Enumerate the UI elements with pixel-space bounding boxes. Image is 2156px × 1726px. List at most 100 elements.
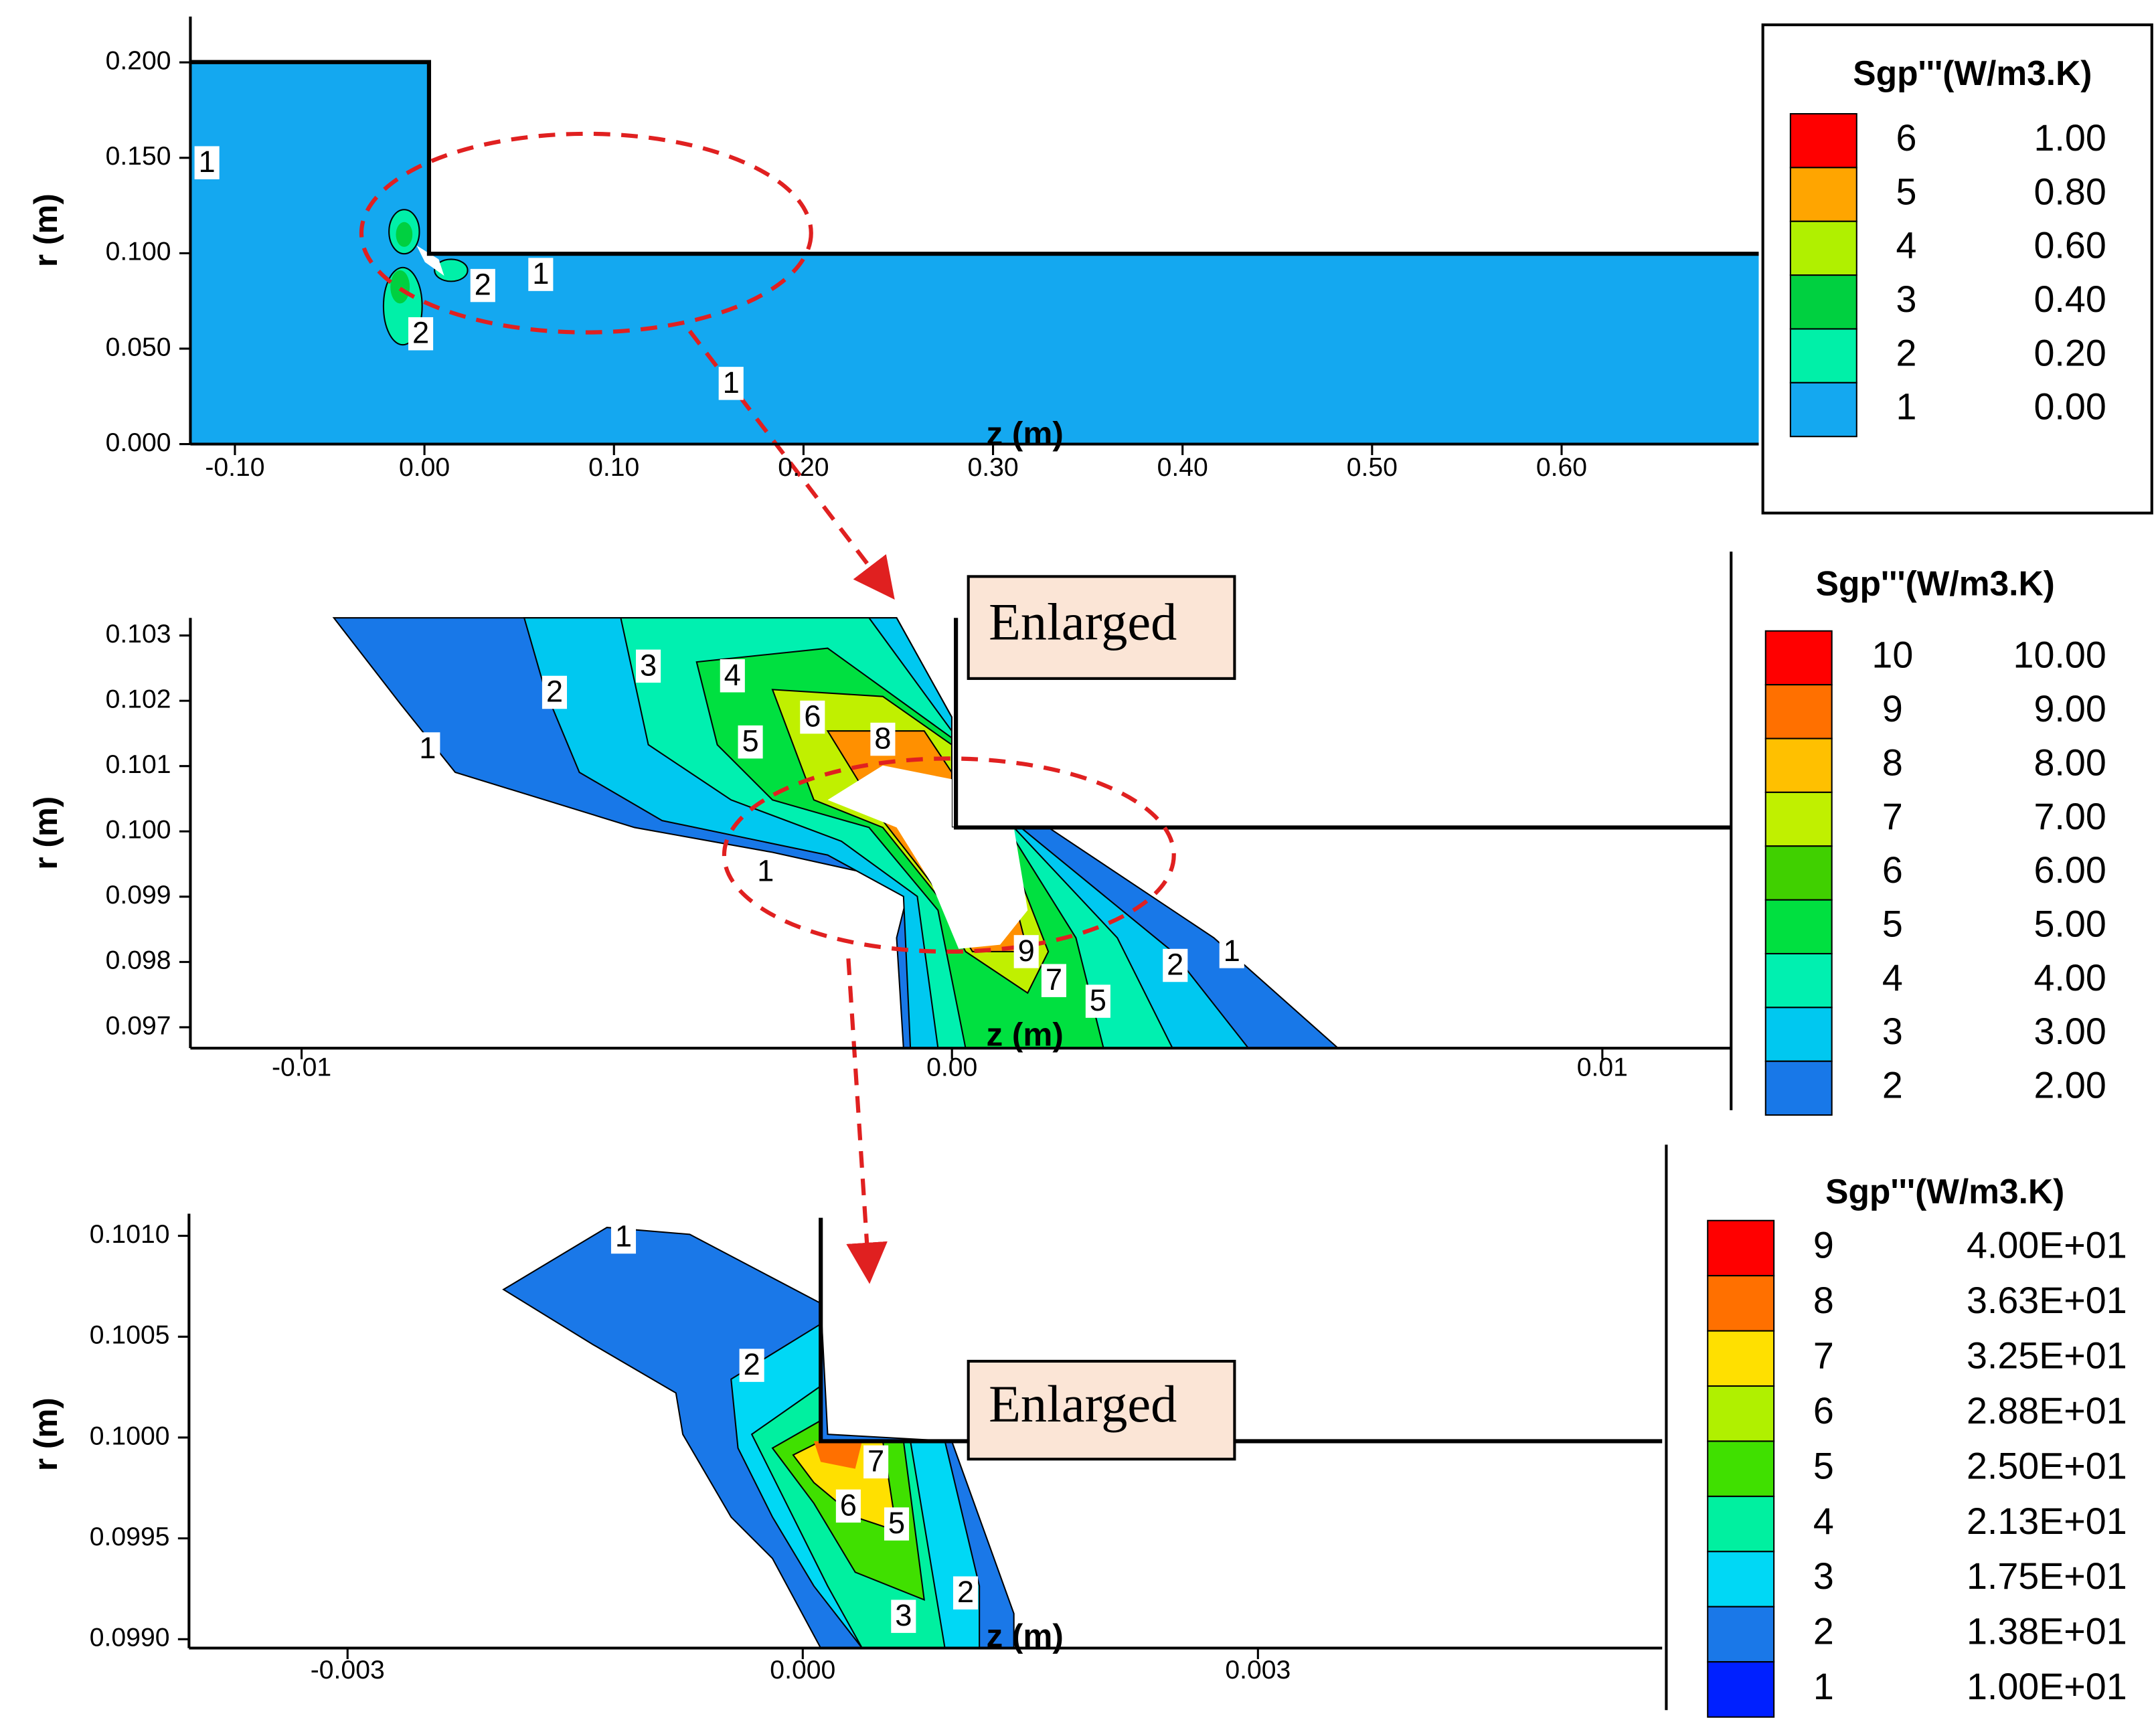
- legend-value: 0.60: [2034, 225, 2106, 266]
- contour-label: 1: [1224, 934, 1240, 968]
- y-tick-label: 0.000: [106, 428, 171, 457]
- legend-swatch: [1707, 1330, 1775, 1387]
- legend-swatch: [1789, 274, 1857, 330]
- legend-value: 2.50E+01: [1967, 1445, 2127, 1486]
- legend-title: Sgp'''(W/m3.K): [1853, 54, 2092, 92]
- x-tick-label: 0.00: [926, 1053, 977, 1082]
- y-tick-label: 0.1000: [90, 1421, 170, 1450]
- legend-swatch: [1707, 1661, 1775, 1718]
- legend-value: 7.00: [2034, 796, 2106, 837]
- legend-swatch: [1764, 899, 1833, 955]
- legend-value: 0.00: [2034, 386, 2106, 428]
- legend-value: 9.00: [2034, 688, 2106, 729]
- legend-swatch: [1789, 381, 1857, 438]
- legend-title: Sgp'''(W/m3.K): [1816, 564, 2055, 602]
- contour-label: 2: [475, 268, 491, 302]
- legend-frame: [1761, 23, 2153, 515]
- annotation: Enlarged: [989, 1375, 1177, 1433]
- y-tick-label: 0.0990: [90, 1624, 170, 1652]
- legend-level: 3: [1882, 1011, 1903, 1052]
- x-tick-label: 0.10: [588, 453, 639, 482]
- contour-label: 1: [199, 145, 216, 179]
- legend-level: 5: [1813, 1445, 1834, 1486]
- contour-label-box: [753, 855, 778, 889]
- contour-label-box: [1163, 948, 1188, 982]
- y-tick-label: 0.100: [106, 238, 171, 266]
- contour-label-box: [884, 1507, 910, 1541]
- contour-label: 6: [804, 699, 821, 733]
- legend-swatch: [1707, 1385, 1775, 1442]
- x-tick-label: -0.003: [311, 1656, 385, 1685]
- contour-label: 6: [840, 1488, 857, 1522]
- contour-label-box: [470, 268, 495, 303]
- y-axis-label: r (m): [27, 193, 64, 267]
- contour-label: 1: [757, 853, 774, 887]
- legend-value: 4.00E+01: [1967, 1225, 2127, 1266]
- contour-label: 1: [532, 256, 549, 290]
- legend-value: 1.75E+01: [1967, 1555, 2127, 1597]
- contour-label: 1: [723, 365, 740, 400]
- contour-label: 3: [895, 1598, 912, 1632]
- legend-value: 2.00: [2034, 1065, 2106, 1106]
- legend-level: 7: [1813, 1335, 1834, 1377]
- legend-level: 1: [1896, 386, 1916, 428]
- y-axis-label: r (m): [27, 796, 64, 870]
- x-tick-label: -0.01: [272, 1053, 331, 1082]
- legend-value: 1.00: [2034, 117, 2106, 159]
- y-tick-label: 0.103: [106, 620, 171, 649]
- contour-label-box: [718, 367, 744, 400]
- legend-swatch: [1707, 1495, 1775, 1553]
- y-tick-label: 0.098: [106, 946, 171, 975]
- x-tick-label: -0.10: [205, 453, 264, 482]
- contour-label-box: [610, 1220, 637, 1254]
- legend-level: 9: [1882, 688, 1903, 729]
- x-tick-label: 0.50: [1347, 453, 1398, 482]
- x-tick-label: 0.00: [399, 453, 450, 482]
- legend-level: 1: [1813, 1666, 1834, 1707]
- legend-level: 10: [1872, 634, 1913, 676]
- legend-value: 6.00: [2034, 849, 2106, 891]
- x-axis-label: z (m): [986, 1618, 1063, 1654]
- legend-level: 5: [1896, 171, 1916, 212]
- legend-level: 2: [1813, 1611, 1834, 1652]
- y-tick-label: 0.150: [106, 142, 171, 171]
- contour-label: 9: [1018, 934, 1035, 968]
- x-tick-label: 0.01: [1577, 1053, 1628, 1082]
- legend-swatch: [1707, 1606, 1775, 1663]
- legend-level: 3: [1896, 278, 1916, 320]
- contour-label-box: [870, 722, 896, 756]
- legend-swatch: [1764, 845, 1833, 901]
- annotation-box: [967, 575, 1236, 1461]
- y-tick-label: 0.102: [106, 685, 171, 713]
- legend-value: 2.88E+01: [1967, 1390, 2127, 1432]
- contour-label-box: [528, 258, 554, 291]
- contour-label-box: [636, 649, 661, 683]
- legend-level: 4: [1882, 957, 1903, 999]
- legend-value: 4.00: [2034, 957, 2106, 999]
- legend-level: 6: [1882, 849, 1903, 891]
- y-tick-label: 0.1010: [90, 1220, 170, 1249]
- legend-swatch: [1707, 1219, 1775, 1277]
- contour-label-box: [415, 732, 440, 766]
- contour-label: 5: [1090, 983, 1106, 1017]
- legend-swatch: [1789, 112, 1857, 169]
- legend-swatch: [1764, 738, 1833, 793]
- contour-label: 8: [874, 721, 891, 756]
- legend-value: 5.00: [2034, 903, 2106, 944]
- y-tick-label: 0.097: [106, 1011, 171, 1040]
- contour-label-box: [542, 675, 568, 709]
- legend-level: 2: [1896, 332, 1916, 373]
- legend-title: Sgp'''(W/m3.K): [1825, 1172, 2064, 1211]
- contour-label: 2: [957, 1575, 974, 1609]
- y-tick-label: 0.050: [106, 333, 171, 361]
- contour-label: 4: [724, 658, 741, 692]
- legend-swatch: [1707, 1440, 1775, 1497]
- contour-label: 2: [744, 1347, 760, 1381]
- legend-swatch: [1707, 1551, 1775, 1608]
- legend-value: 10.00: [2013, 634, 2106, 676]
- legend-level: 8: [1882, 742, 1903, 783]
- x-tick-label: 0.003: [1225, 1656, 1291, 1685]
- legend-level: 6: [1896, 117, 1916, 159]
- x-axis-label: z (m): [986, 1017, 1063, 1053]
